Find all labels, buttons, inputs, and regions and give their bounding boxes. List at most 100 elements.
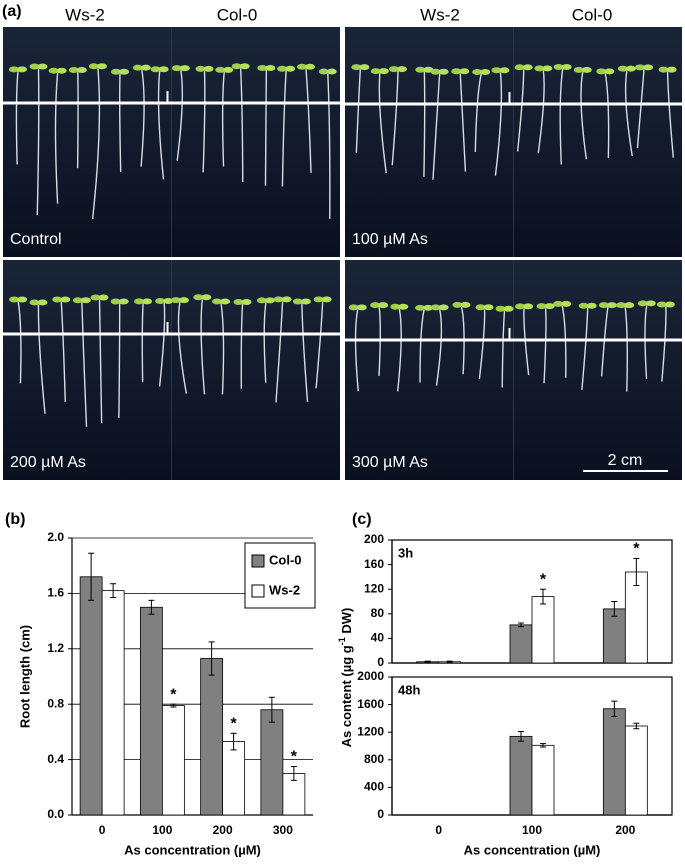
seedling-leaf (231, 63, 242, 70)
seedling-leaf (515, 303, 526, 310)
seedling-root (354, 309, 359, 392)
seedling-leaf (514, 64, 525, 71)
seedling-root (604, 73, 610, 158)
seedling-root (301, 303, 309, 402)
y-axis-label-part: As content (µg g (339, 645, 354, 747)
y-tick-label: 2.0 (47, 530, 64, 544)
subplot-label: 3h (398, 545, 413, 560)
seedling-leaf (378, 302, 389, 309)
seedling-root (239, 68, 244, 183)
seedling-leaf (451, 68, 462, 75)
bar (531, 596, 555, 664)
seedling-leaf (645, 300, 656, 307)
seedling-root (516, 69, 525, 152)
seedling-root (305, 68, 312, 173)
seedling-leaf (195, 65, 206, 72)
seedling-leaf (256, 297, 267, 304)
bar (531, 744, 555, 816)
seedling-leaf (604, 68, 615, 75)
seedling-leaf (561, 64, 572, 71)
seedling-leaf (96, 63, 107, 70)
seedling-leaf (37, 63, 48, 70)
seedling-leaf (300, 298, 311, 305)
seedling-leaf (201, 294, 212, 301)
seedling-leaf (475, 304, 486, 311)
seedling-root (478, 309, 486, 380)
y-tick-label: 0 (377, 655, 384, 669)
seedling-root (98, 299, 103, 424)
y-tick-label: 1.6 (47, 586, 64, 600)
seedling-root (378, 306, 381, 376)
seedling-leaf (29, 63, 40, 70)
seedling-root (202, 70, 206, 173)
y-tick-label: 0.0 (47, 807, 64, 821)
y-tick-label: 800 (364, 752, 384, 766)
seedling-leaf (544, 303, 555, 310)
seedling-leaf (68, 67, 79, 74)
seedling-leaf (460, 301, 471, 308)
significance-marker: * (170, 686, 177, 703)
seedling-leaf (140, 64, 151, 71)
seedling-leaf (76, 67, 87, 74)
seedling-leaf (318, 68, 329, 75)
seedling-leaf (503, 305, 514, 312)
seedling-leaf (265, 64, 276, 71)
seedling-leaf (351, 64, 362, 71)
bar (79, 576, 103, 816)
seedling-leaf (72, 297, 83, 304)
seedling-leaf (88, 63, 99, 70)
seedling-leaf (9, 296, 20, 303)
seedling-leaf (110, 68, 121, 75)
seedling-leaf (52, 296, 63, 303)
seedling-leaf (553, 64, 564, 71)
seedling-leaf (415, 66, 426, 73)
seedling-leaf (150, 66, 161, 73)
seedling-leaf (616, 302, 627, 309)
seedling-root (81, 302, 88, 427)
seedling-leaf (193, 294, 204, 301)
seedling-leaf (378, 68, 389, 75)
seedling-leaf (534, 65, 545, 72)
seedling-root (176, 69, 184, 161)
seedling-leaf (553, 300, 564, 307)
column-header: Col-0 (217, 5, 258, 24)
seedling-leaf (155, 297, 166, 304)
y-tick-label: 80 (371, 606, 385, 620)
seedling-root (221, 71, 225, 167)
seedling-root (281, 70, 287, 187)
seedling-leaf (359, 64, 370, 71)
seedling-leaf (388, 66, 399, 73)
seedling-leaf (666, 66, 677, 73)
seedling-leaf (598, 302, 609, 309)
seedling-root (580, 71, 588, 160)
photo-label: Control (10, 231, 62, 248)
seedling-leaf (459, 68, 470, 75)
y-tick-label: 0.8 (47, 696, 64, 710)
column-header: Ws-2 (420, 5, 460, 24)
seedling-leaf (179, 65, 190, 72)
seedling-leaf (637, 300, 648, 307)
seedling-root (459, 73, 467, 172)
seedling-root (661, 306, 667, 382)
seedling-root (140, 69, 145, 167)
seedling-leaf (212, 298, 223, 305)
seedling-leaf (390, 303, 401, 310)
seedling-leaf (438, 68, 449, 75)
seedling-root (391, 71, 399, 166)
seedling-leaf (281, 296, 292, 303)
seedling-leaf (17, 296, 28, 303)
seedling-root (158, 302, 166, 387)
seedling-leaf (483, 304, 494, 311)
seedling-leaf (491, 67, 502, 74)
x-tick-label: 200 (615, 823, 635, 837)
x-tick-label: 300 (273, 823, 293, 837)
seedling-leaf (396, 66, 407, 73)
subplot-label: 48h (398, 682, 420, 697)
seedling-leaf (118, 68, 129, 75)
seedling-leaf (321, 296, 332, 303)
seedling-leaf (132, 64, 143, 71)
seedling-leaf (163, 297, 174, 304)
y-tick-label: 160 (364, 557, 384, 571)
seedling-leaf (664, 301, 675, 308)
seedling-leaf (499, 67, 510, 74)
